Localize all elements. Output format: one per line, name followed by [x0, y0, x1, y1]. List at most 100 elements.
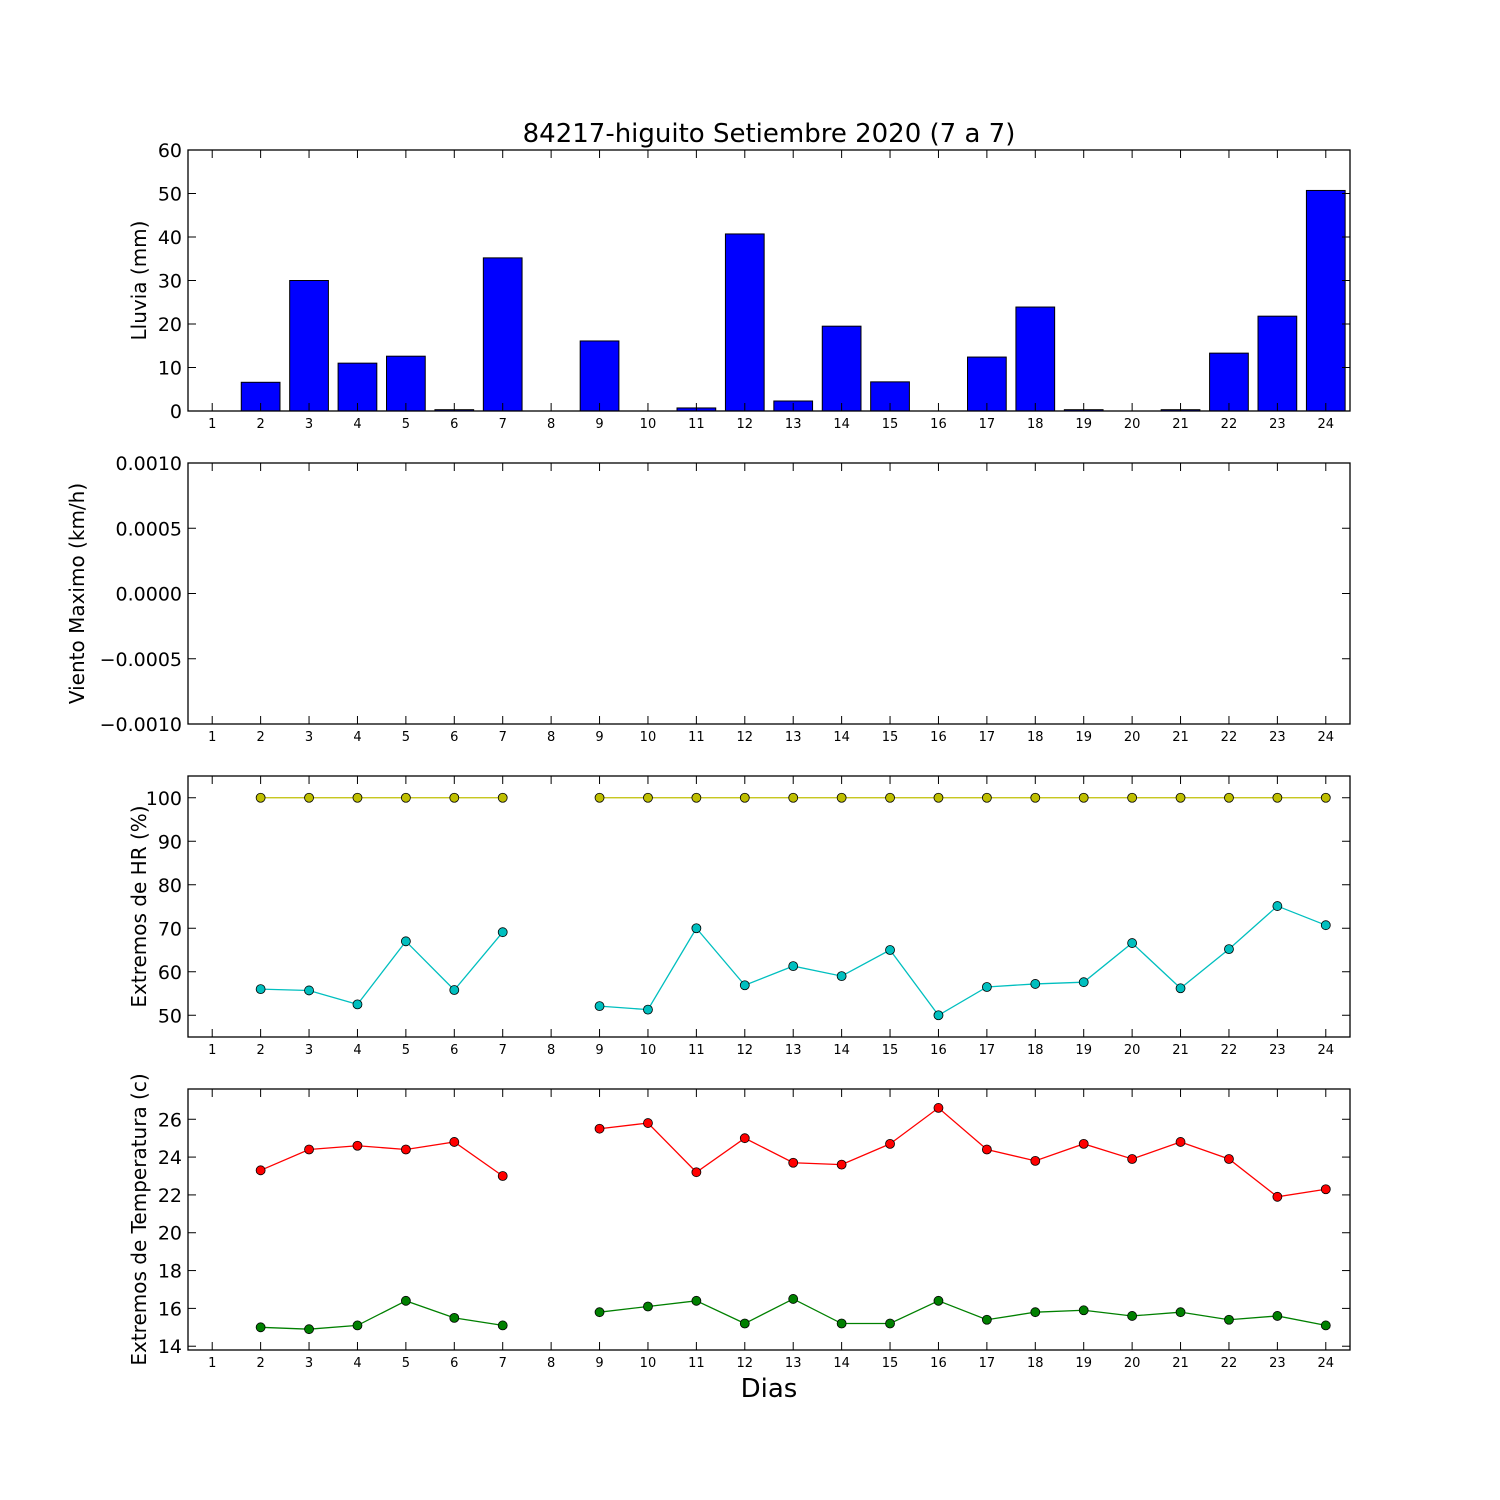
humidity-xtick-label: 13 [785, 1043, 802, 1058]
rain-xtick-label: 5 [402, 417, 410, 432]
humidity-series-2-point-day-19 [1078, 977, 1089, 988]
rain-y-axis-label: Lluvia (mm) [127, 221, 151, 341]
rain-ytick-label: 0 [170, 401, 182, 423]
temperature-xtick-label: 17 [979, 1356, 996, 1371]
temperature-series-2-point-day-2 [255, 1322, 266, 1333]
temperature-series-1-point-day-9 [594, 1123, 605, 1134]
temperature-xtick-label: 7 [499, 1356, 507, 1371]
rain-bar-day-14 [821, 325, 862, 412]
temperature-series-1-point-day-14 [836, 1159, 847, 1170]
temperature-series-1 [255, 1103, 1331, 1202]
humidity-xtick-label: 9 [595, 1043, 603, 1058]
humidity-series-1-point-day-22 [1224, 792, 1234, 803]
humidity-series-1-point-day-14 [836, 792, 847, 803]
temperature-series-1-point-day-2 [255, 1165, 266, 1176]
humidity-series-1 [255, 792, 1331, 803]
rain-xtick-label: 8 [547, 417, 555, 432]
temperature-ytick-label: 14 [158, 1336, 182, 1358]
temperature-series-2-point-day-9 [594, 1307, 605, 1318]
rain-xtick-label: 22 [1221, 417, 1238, 432]
humidity-xtick-label: 18 [1027, 1043, 1044, 1058]
humidity-series-2-point-day-14 [836, 971, 847, 981]
rain-ytick-label: 10 [158, 358, 182, 380]
temperature-series-2-point-day-10 [643, 1301, 653, 1312]
temperature-series-1-point-day-22 [1224, 1154, 1234, 1164]
wind-xtick-label: 23 [1269, 730, 1286, 745]
humidity-xtick-label: 5 [402, 1043, 410, 1058]
temperature-series-1-point-day-3 [304, 1144, 314, 1155]
temperature-series-1-point-day-11 [691, 1167, 702, 1178]
humidity-xtick-label: 2 [256, 1043, 264, 1058]
humidity-series-2-point-day-17 [981, 982, 992, 992]
temperature-y-axis-label: Extremos de Temperatura (c) [127, 1073, 151, 1365]
temperature-series-1-point-day-7 [497, 1171, 508, 1181]
humidity-series-1-point-day-21 [1175, 792, 1186, 803]
humidity-series-1-point-day-19 [1078, 792, 1089, 803]
humidity-xtick-label: 19 [1075, 1043, 1092, 1058]
humidity-series-1-point-day-24 [1320, 792, 1331, 803]
temperature-xtick-label: 24 [1318, 1356, 1335, 1371]
rain-bar-day-7 [482, 257, 523, 412]
wind-xtick-label: 8 [547, 730, 555, 745]
humidity-series-2-point-day-9 [594, 1001, 605, 1012]
temperature-series-2-point-day-23 [1272, 1311, 1283, 1321]
wind-y-axis-label: Viento Maximo (km/h) [65, 483, 89, 704]
humidity-series-1-point-day-15 [885, 792, 895, 803]
humidity-xtick-label: 16 [930, 1043, 947, 1058]
temperature-series-1-point-day-23 [1272, 1191, 1283, 1202]
temperature-series-1-point-day-17 [981, 1144, 992, 1155]
humidity-series-2-point-day-4 [352, 999, 363, 1010]
rain-ytick-label: 50 [158, 184, 182, 206]
temperature-series-2-point-day-15 [885, 1318, 895, 1329]
rain-bar-day-15 [870, 381, 910, 412]
temperature-series-2-point-day-24 [1320, 1320, 1331, 1331]
humidity-xtick-label: 23 [1269, 1043, 1286, 1058]
rain-xtick-label: 19 [1075, 417, 1092, 432]
temperature-xtick-label: 8 [547, 1356, 555, 1371]
wind-xtick-label: 5 [402, 730, 410, 745]
temperature-xtick-label: 3 [305, 1356, 313, 1371]
humidity-xtick-label: 21 [1172, 1043, 1189, 1058]
temperature-xtick-label: 1 [208, 1356, 216, 1371]
temperature-xtick-label: 4 [353, 1356, 361, 1371]
humidity-series-2-point-day-20 [1127, 938, 1138, 948]
temperature-series-2-point-day-16 [933, 1295, 944, 1306]
rain-xtick-label: 14 [833, 417, 850, 432]
rain-xtick-label: 9 [595, 417, 603, 432]
rain-xtick-label: 13 [785, 417, 802, 432]
humidity-ytick-label: 80 [158, 875, 182, 897]
humidity-ytick-label: 60 [158, 962, 182, 984]
rain-xtick-label: 12 [737, 417, 754, 432]
humidity-series-2-point-day-10 [643, 1004, 653, 1015]
rain-bar-day-17 [967, 356, 1007, 412]
humidity-series-2-point-day-22 [1224, 944, 1234, 955]
humidity-series-1-point-day-23 [1272, 792, 1283, 803]
temperature-ytick-label: 26 [158, 1109, 182, 1131]
humidity-series-1-point-day-3 [304, 792, 314, 803]
wind-xtick-label: 20 [1124, 730, 1141, 745]
humidity-series-1-point-day-7 [497, 792, 508, 803]
humidity-series-1-point-day-9 [594, 792, 605, 803]
rain-xtick-label: 18 [1027, 417, 1044, 432]
temperature-series-2-point-day-12 [739, 1318, 750, 1329]
temperature-ytick-label: 22 [158, 1185, 182, 1207]
temperature-ytick-label: 20 [158, 1223, 182, 1245]
rain-xtick-label: 24 [1318, 417, 1335, 432]
humidity-series-2-point-day-23 [1272, 901, 1283, 911]
wind-ytick-label: 0.0000 [116, 584, 182, 606]
wind-xtick-label: 17 [979, 730, 996, 745]
temperature-ytick-label: 16 [158, 1298, 182, 1320]
humidity-series-2-point-day-13 [788, 961, 799, 971]
wind-xtick-label: 3 [305, 730, 313, 745]
humidity-series-2-point-day-16 [933, 1010, 944, 1021]
humidity-series-2-point-day-15 [885, 945, 895, 955]
humidity-series-1-point-day-18 [1030, 792, 1041, 803]
temperature-series-2-point-day-13 [788, 1294, 799, 1304]
wind-xtick-label: 24 [1318, 730, 1335, 745]
rain-xtick-label: 7 [499, 417, 507, 432]
rain-bar-day-5 [386, 355, 426, 412]
wind-xtick-label: 10 [640, 730, 657, 745]
humidity-xtick-label: 22 [1221, 1043, 1238, 1058]
humidity-series-2-point-day-12 [739, 980, 750, 991]
